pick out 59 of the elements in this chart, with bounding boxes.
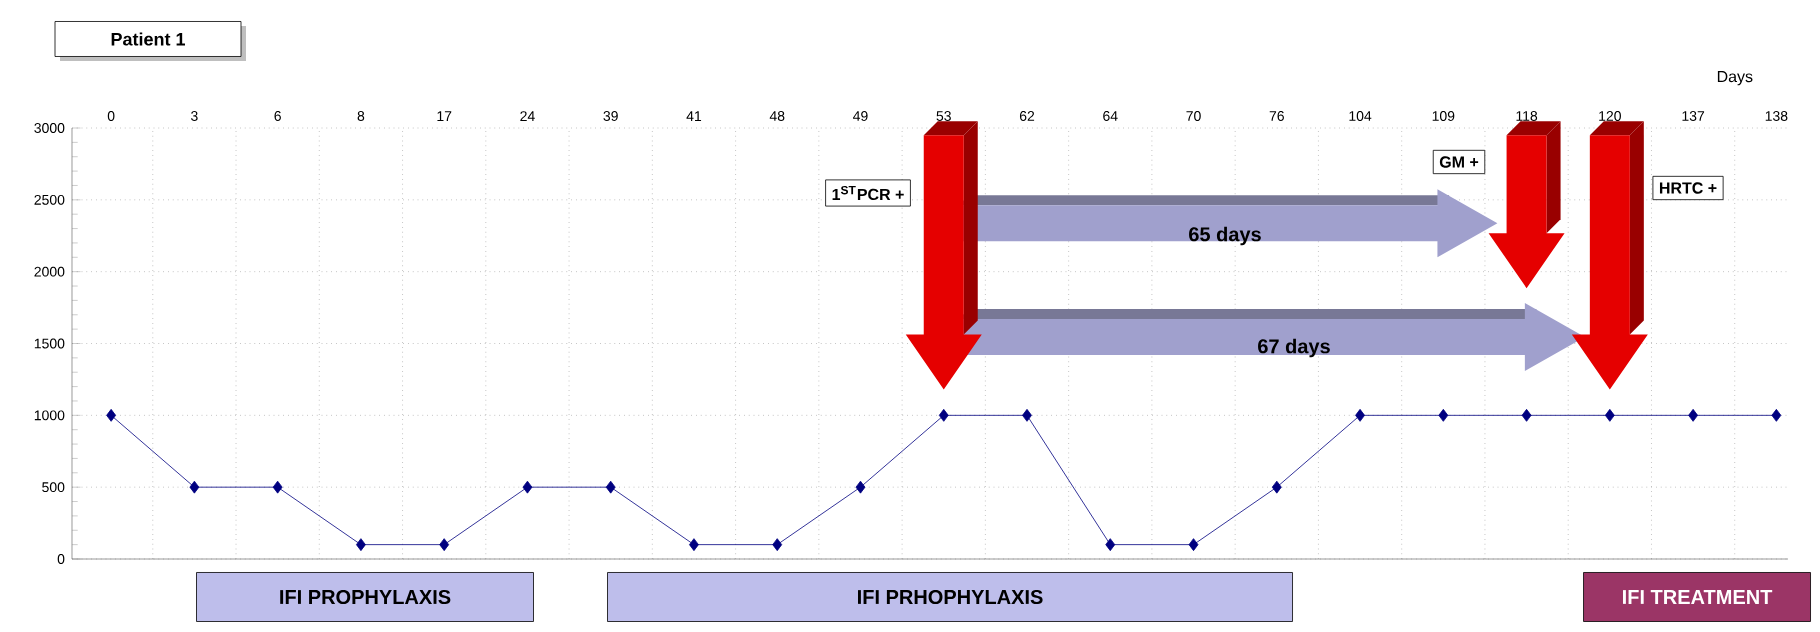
text: IFI TREATMENT — [1623, 590, 1773, 604]
point — [1022, 408, 1032, 422]
point — [439, 538, 450, 552]
x-axis-title: Days — [1717, 70, 1753, 86]
x-tick-label: 0 — [107, 111, 115, 121]
x-tick-label: 24 — [520, 111, 535, 121]
x-tick-label: 138 — [1765, 111, 1788, 121]
x-tick-label: 53 — [936, 111, 951, 121]
x-tick-label: 70 — [1186, 111, 1201, 121]
y-tick-label: 2000 — [34, 266, 65, 277]
x-tick-label: 39 — [603, 111, 618, 121]
annotation: 1$^{ST}$PCR + — [832, 185, 904, 201]
x-tick-label: 48 — [769, 111, 785, 121]
point — [938, 408, 949, 422]
annotation: 65 days — [1189, 226, 1261, 246]
x-tick-label: 76 — [1269, 111, 1284, 121]
x-tick-label: 64 — [1103, 111, 1118, 121]
x-tick-label: 109 — [1432, 111, 1455, 121]
point — [772, 538, 783, 552]
point — [1105, 538, 1116, 552]
x-tick-label: 41 — [686, 111, 702, 121]
x-tick-label: 62 — [1019, 111, 1035, 121]
point — [1438, 408, 1449, 422]
point — [1688, 408, 1698, 422]
point — [1355, 408, 1365, 422]
y-tick-label: 1000 — [34, 410, 65, 421]
point — [356, 538, 366, 552]
point — [605, 480, 616, 494]
point — [855, 480, 866, 494]
x-tick-label: 8 — [357, 111, 365, 121]
y-tick-label: 3000 — [34, 123, 65, 133]
annotation: HRTC + — [1659, 182, 1717, 194]
annotation: 67 days — [1258, 338, 1330, 358]
text: IFI PROPHYLAXIS — [280, 589, 451, 605]
x-tick-label: 120 — [1599, 111, 1621, 121]
x-tick-label: 49 — [853, 111, 868, 121]
point — [522, 480, 533, 494]
x-tick-label: 137 — [1682, 111, 1705, 121]
point — [189, 480, 200, 494]
point — [689, 538, 699, 552]
point — [1604, 408, 1615, 422]
chart-title: Patient 1 — [111, 32, 185, 46]
point — [1771, 408, 1782, 422]
text: IFI PRHOPHYLAXIS — [858, 589, 1043, 605]
y-tick-label: 500 — [42, 482, 65, 493]
y-tick-label: 1500 — [34, 338, 65, 349]
point — [1271, 480, 1282, 494]
x-tick-label: 118 — [1516, 111, 1538, 121]
point — [1521, 408, 1532, 422]
y-tick-label: 0 — [57, 554, 65, 564]
point — [106, 408, 117, 422]
annotation: GM + — [1439, 156, 1479, 168]
x-tick-label: 6 — [274, 111, 281, 121]
y-tick-label: 2500 — [34, 194, 65, 205]
x-tick-label: 104 — [1349, 111, 1372, 121]
point — [1188, 538, 1199, 552]
x-tick-label: 3 — [191, 111, 198, 121]
x-tick-label: 17 — [437, 111, 452, 121]
point — [272, 480, 283, 494]
